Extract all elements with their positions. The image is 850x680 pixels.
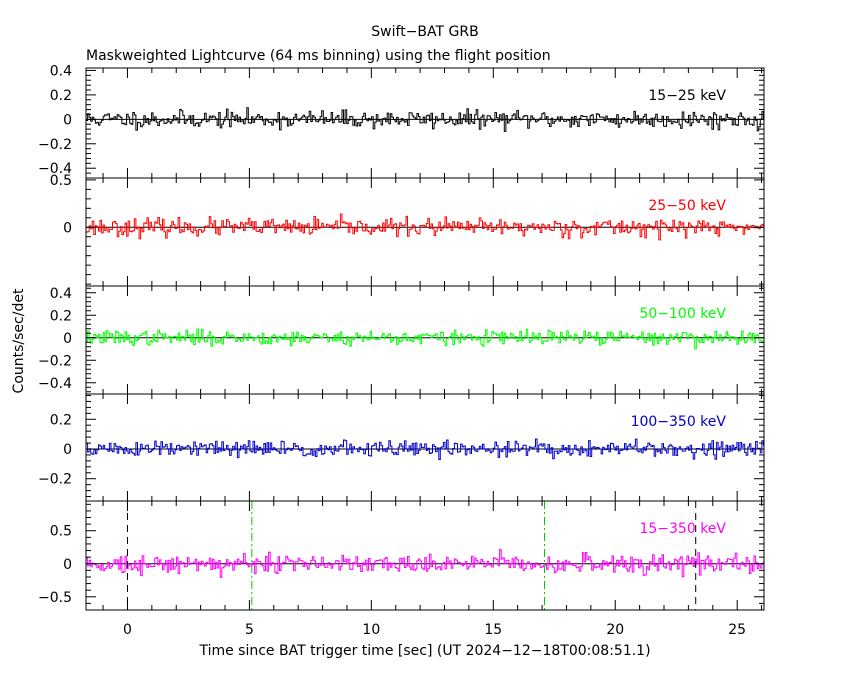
y-tick-label: −0.2 [38, 353, 72, 369]
y-tick-label: 0.2 [50, 308, 72, 324]
chart-subtitle: Maskweighted Lightcurve (64 ms binning) … [86, 48, 551, 64]
panel-frame [85, 177, 765, 287]
y-tick-label: 0 [63, 442, 72, 458]
y-tick-label: 0 [63, 112, 72, 128]
x-tick-label: 20 [606, 622, 624, 638]
y-tick-label: 0.4 [50, 63, 72, 79]
y-tick-label: 0 [63, 220, 72, 236]
chart-title: Swift−BAT GRB [371, 24, 478, 40]
y-tick-label: −0.4 [38, 376, 72, 392]
series-line [86, 107, 764, 132]
x-tick-label: 25 [728, 622, 746, 638]
panel-3: 0.4 0.2 0 −0.2 −0.4 50−100 keV [38, 285, 765, 395]
series-line [86, 328, 764, 350]
series-line [86, 213, 764, 241]
panel-5: 0.5 0 −0.5 15−350 keV [38, 500, 765, 611]
y-tick-label: 0.2 [50, 412, 72, 428]
y-tick-label: 0.5 [50, 173, 72, 189]
y-tick-label: 0.4 [50, 286, 72, 302]
y-tick-label: 0.2 [50, 88, 72, 104]
panel-energy-label: 15−350 keV [639, 521, 726, 537]
panel-4: 0.2 0 −0.2 100−350 keV [38, 393, 765, 502]
panel-1: 0.4 0.2 0 −0.2 −0.4 15−25 keV [38, 63, 765, 179]
y-tick-label: −0.4 [38, 161, 72, 177]
panel-energy-label: 50−100 keV [639, 306, 726, 322]
y-tick-label: 0 [63, 331, 72, 347]
y-tick-label: −0.5 [38, 590, 72, 606]
x-tick-label: 10 [362, 622, 380, 638]
x-tick-label: 5 [245, 622, 254, 638]
series-line [86, 438, 764, 460]
y-tick-label: −0.2 [38, 472, 72, 488]
panels-group: 0.4 0.2 0 −0.2 −0.4 15−25 keV 0.5 0 25−50 keV 0.4… [38, 63, 765, 638]
panel-energy-label: 100−350 keV [631, 414, 727, 430]
y-axis-label: Counts/sec/det [11, 288, 27, 393]
panel-energy-label: 25−50 keV [648, 198, 726, 214]
y-tick-label: 0 [63, 557, 72, 573]
y-tick-label: 0.5 [50, 524, 72, 540]
panel-frame [85, 500, 765, 611]
x-axis-label: Time since BAT trigger time [sec] (UT 20… [198, 643, 650, 659]
x-tick-label: 0 [123, 622, 132, 638]
y-tick-label: −0.2 [38, 137, 72, 153]
series-line [86, 549, 764, 578]
x-tick-label: 15 [484, 622, 502, 638]
panel-2: 0.5 0 25−50 keV [50, 173, 765, 287]
panel-energy-label: 15−25 keV [648, 88, 726, 104]
